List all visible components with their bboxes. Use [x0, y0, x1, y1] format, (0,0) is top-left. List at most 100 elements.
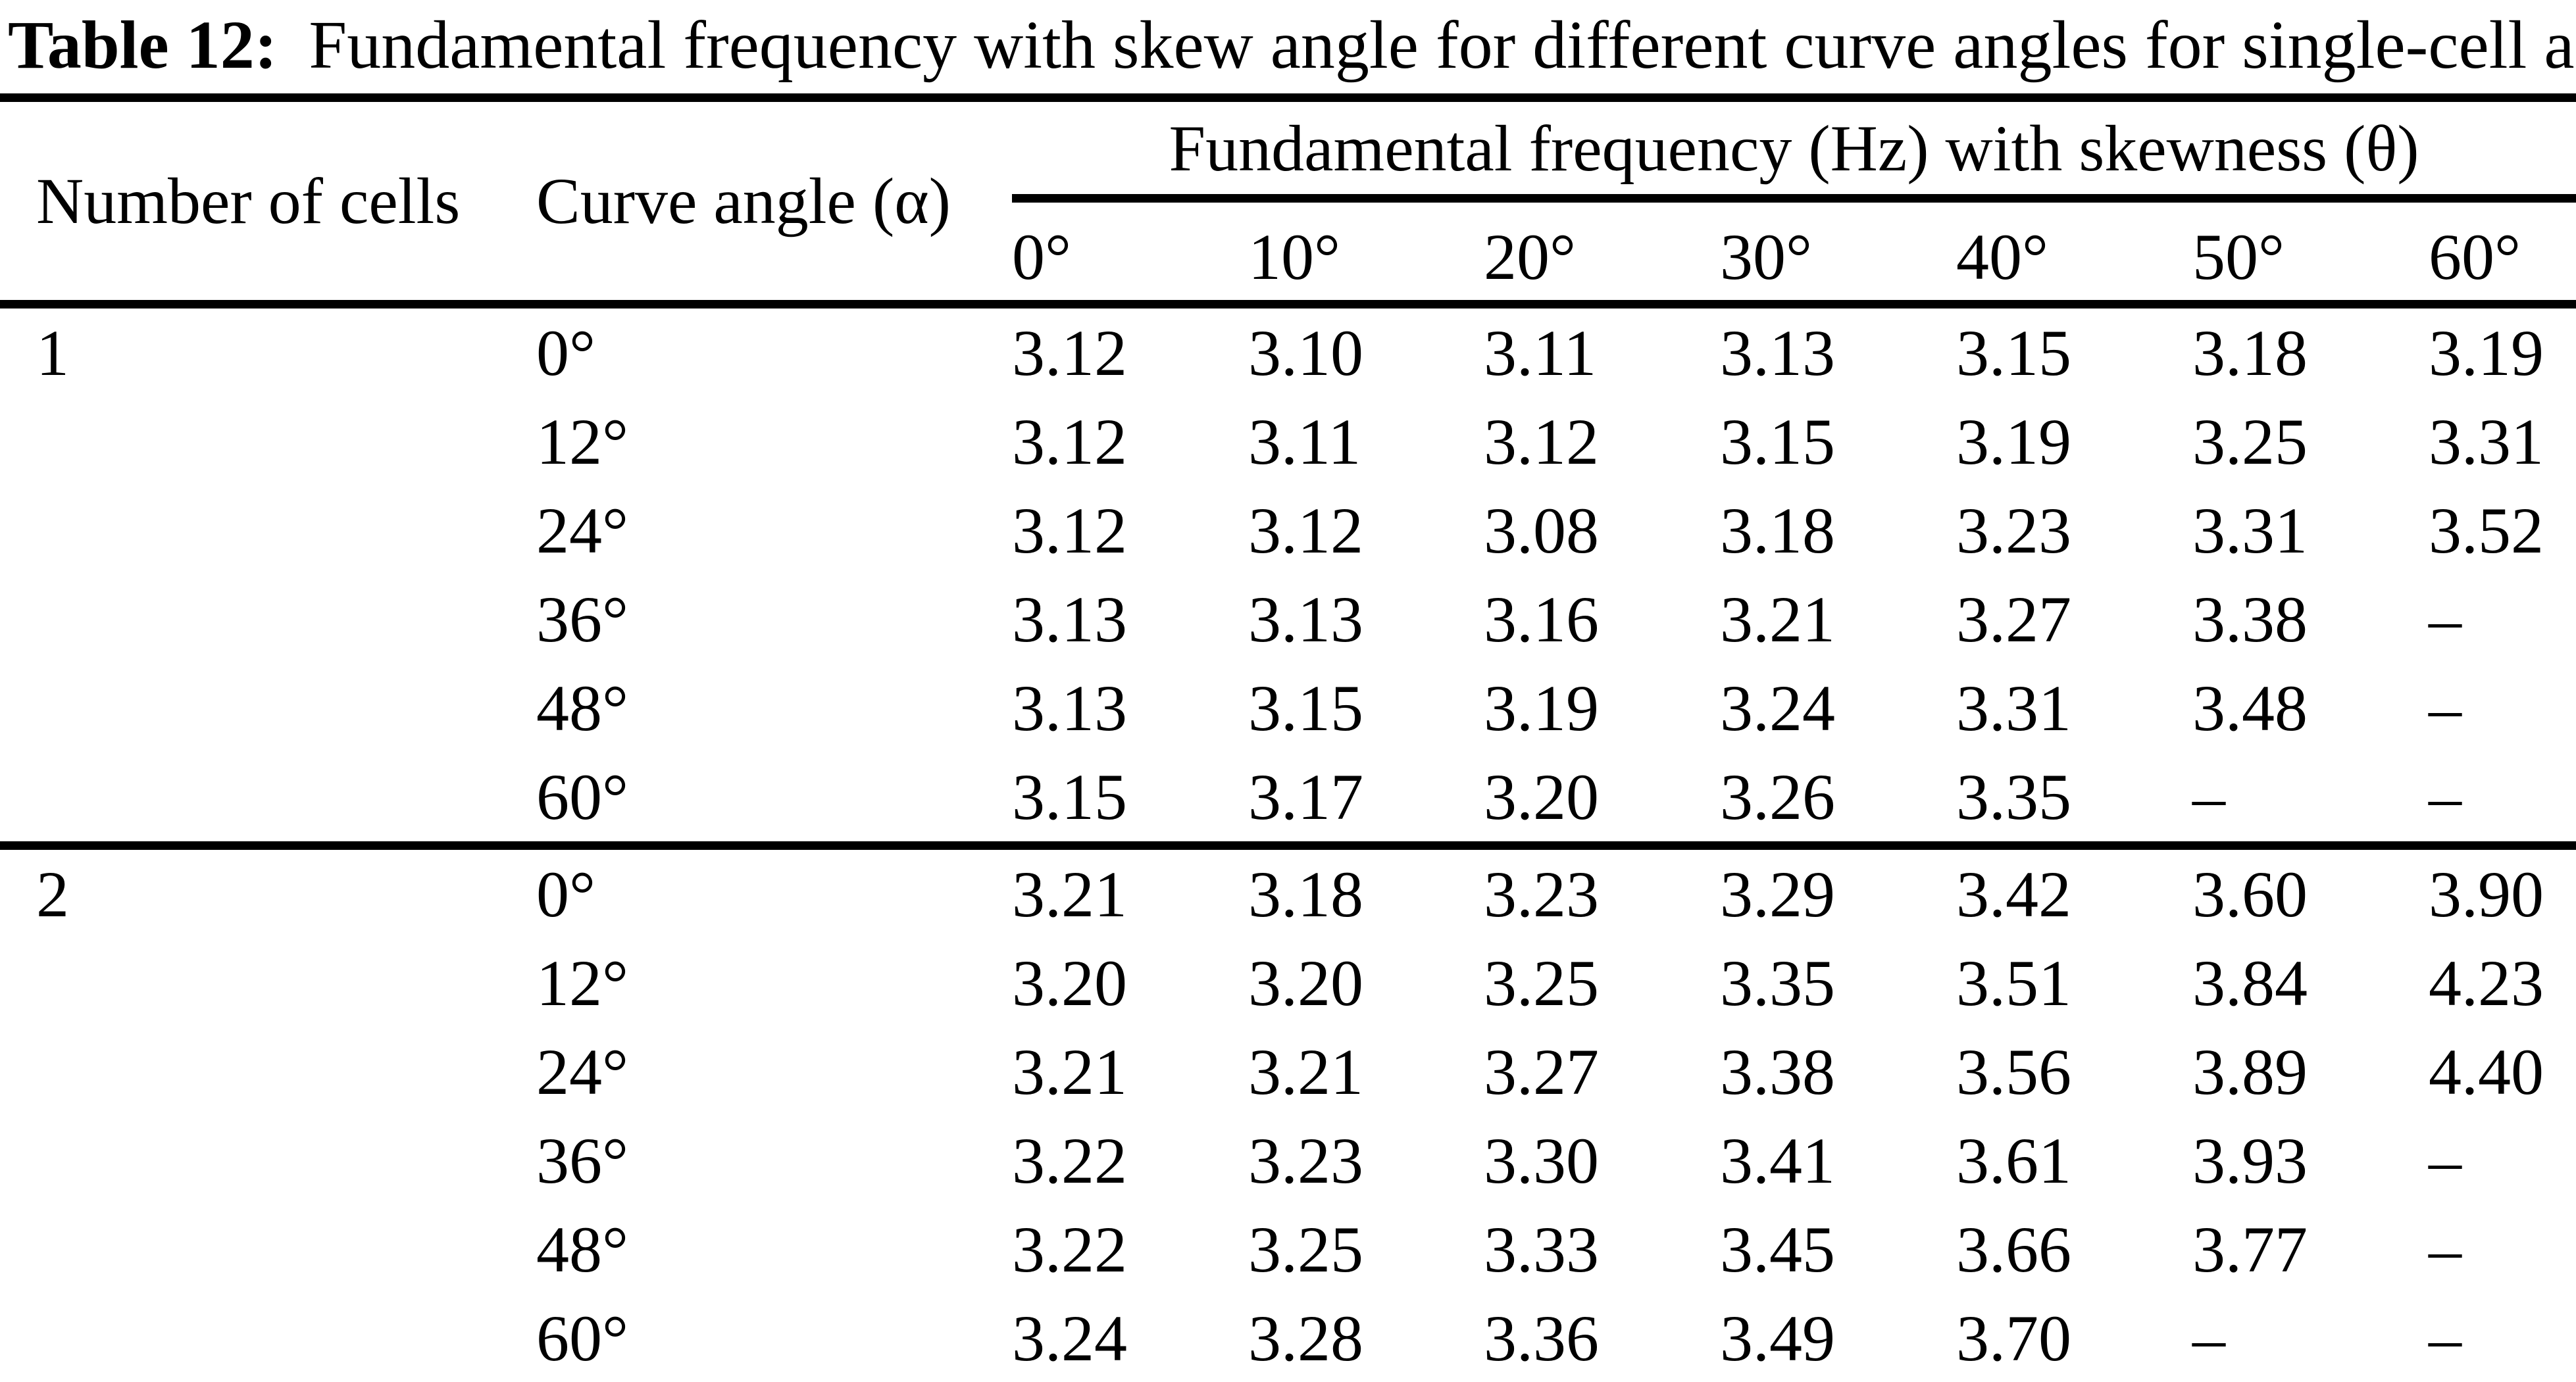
freq-value: 3.12 [1012, 405, 1127, 478]
freq-value: 3.13 [1012, 583, 1127, 656]
cells-count-empty [0, 397, 536, 486]
freq-value: 3.51 [1956, 947, 2071, 1020]
cells-count-empty [0, 575, 536, 664]
freq-value: 3.15 [1248, 672, 1363, 745]
header-skew-20: 20° [1484, 198, 1720, 308]
freq-value: – [2429, 1213, 2462, 1286]
freq-value: 3.22 [1012, 1124, 1127, 1197]
freq-value: 3.25 [2192, 405, 2308, 478]
table-row: 48° 3.22 3.25 3.33 3.45 3.66 3.77 – [0, 1205, 2576, 1294]
freq-value: 3.20 [1012, 947, 1127, 1020]
freq-value: 3.15 [1720, 405, 1835, 478]
freq-value: 3.13 [1012, 672, 1127, 745]
freq-value: 3.45 [1720, 1213, 1835, 1286]
freq-value: – [2192, 1302, 2225, 1375]
freq-value: 3.31 [2429, 405, 2544, 478]
header-row-skewness: 0° 10° 20° 30° 40° 50° 60° [0, 198, 2576, 308]
freq-value: 3.48 [2192, 672, 2308, 745]
freq-value: – [2429, 1124, 2462, 1197]
header-number-of-cells: Number of cells [0, 97, 536, 308]
freq-value: 3.08 [1484, 494, 1599, 567]
curve-angle: 0° [536, 316, 595, 389]
freq-value: 3.30 [1484, 1124, 1599, 1197]
curve-angle: 36° [536, 1124, 628, 1197]
cells-count-empty [0, 939, 536, 1027]
curve-angle: 36° [536, 583, 628, 656]
header-skew-10: 10° [1248, 198, 1484, 308]
freq-value: – [2429, 672, 2462, 745]
header-skew-0: 0° [1012, 198, 1248, 308]
freq-value: – [2192, 760, 2225, 833]
freq-value: 3.17 [1248, 760, 1363, 833]
table-caption-label: Table 12: [8, 7, 278, 83]
table-header: Number of cells Curve angle (α) Fundamen… [0, 97, 2576, 308]
freq-value: 3.52 [2429, 494, 2544, 567]
freq-value: 3.56 [1956, 1035, 2071, 1108]
freq-value: 3.24 [1012, 1302, 1127, 1375]
freq-value: 3.23 [1248, 1124, 1363, 1197]
freq-value: 3.27 [1956, 583, 2071, 656]
freq-value: 3.90 [2429, 858, 2544, 931]
header-skew-30: 30° [1720, 198, 1956, 308]
freq-value: 3.27 [1484, 1035, 1599, 1108]
freq-value: 3.20 [1248, 947, 1363, 1020]
cells-count-empty [0, 664, 536, 753]
freq-value: 3.25 [1484, 947, 1599, 1020]
frequency-table: Number of cells Curve angle (α) Fundamen… [0, 93, 2576, 1382]
freq-value: – [2429, 583, 2462, 656]
freq-value: 3.25 [1248, 1213, 1363, 1286]
freq-value: 3.38 [1720, 1035, 1835, 1108]
freq-value: 3.84 [2192, 947, 2308, 1020]
freq-value: 3.36 [1484, 1302, 1599, 1375]
curve-angle: 0° [536, 858, 595, 931]
curve-angle: 48° [536, 672, 628, 745]
table-caption: Table 12: Fundamental frequency with skew… [0, 0, 2576, 93]
table-row: 60° 3.24 3.28 3.36 3.49 3.70 – – [0, 1294, 2576, 1382]
freq-value: 3.19 [1956, 405, 2071, 478]
freq-value: – [2429, 760, 2462, 833]
curve-angle: 24° [536, 1035, 628, 1108]
table-caption-text: Fundamental frequency with skew angle fo… [309, 7, 2576, 83]
freq-value: 3.18 [2192, 316, 2308, 389]
freq-value: 3.29 [1720, 858, 1835, 931]
cells-count: 1 [36, 316, 69, 389]
freq-value: 3.21 [1248, 1035, 1363, 1108]
header-skew-60: 60° [2429, 198, 2576, 308]
freq-value: 3.24 [1720, 672, 1835, 745]
cells-count-empty [0, 1294, 536, 1382]
freq-value: 3.60 [2192, 858, 2308, 931]
freq-value: 3.35 [1956, 760, 2071, 833]
table-row: 1 0° 3.12 3.10 3.11 3.13 3.15 3.18 3.19 [0, 305, 2576, 398]
curve-angle: 24° [536, 494, 628, 567]
freq-value: 3.12 [1248, 494, 1363, 567]
table-row: 24° 3.12 3.12 3.08 3.18 3.23 3.31 3.52 [0, 486, 2576, 575]
freq-value: 3.11 [1248, 405, 1361, 478]
curve-angle: 60° [536, 1302, 628, 1375]
freq-value: 3.23 [1484, 858, 1599, 931]
freq-value: 3.77 [2192, 1213, 2308, 1286]
freq-value: 3.12 [1012, 316, 1127, 389]
freq-value: 3.23 [1956, 494, 2071, 567]
freq-value: 3.49 [1720, 1302, 1835, 1375]
freq-value: 3.70 [1956, 1302, 2071, 1375]
freq-value: 3.42 [1956, 858, 2071, 931]
freq-value: 3.13 [1248, 583, 1363, 656]
table-row: 2 0° 3.21 3.18 3.23 3.29 3.42 3.60 3.90 [0, 846, 2576, 939]
freq-value: 3.26 [1720, 760, 1835, 833]
curve-angle: 60° [536, 760, 628, 833]
freq-value: 3.21 [1012, 858, 1127, 931]
cells-count-empty [0, 753, 536, 846]
table-row: 36° 3.13 3.13 3.16 3.21 3.27 3.38 – [0, 575, 2576, 664]
header-skew-40: 40° [1956, 198, 2192, 308]
freq-value: – [2429, 1302, 2462, 1375]
freq-value: 3.35 [1720, 947, 1835, 1020]
freq-value: 3.15 [1956, 316, 2071, 389]
freq-value: 3.66 [1956, 1213, 2071, 1286]
freq-value: 3.41 [1720, 1124, 1835, 1197]
freq-value: 3.28 [1248, 1302, 1363, 1375]
curve-angle: 48° [536, 1213, 628, 1286]
table-row: 24° 3.21 3.21 3.27 3.38 3.56 3.89 4.40 [0, 1027, 2576, 1116]
freq-value: 4.23 [2429, 947, 2544, 1020]
table-row: 12° 3.12 3.11 3.12 3.15 3.19 3.25 3.31 [0, 397, 2576, 486]
